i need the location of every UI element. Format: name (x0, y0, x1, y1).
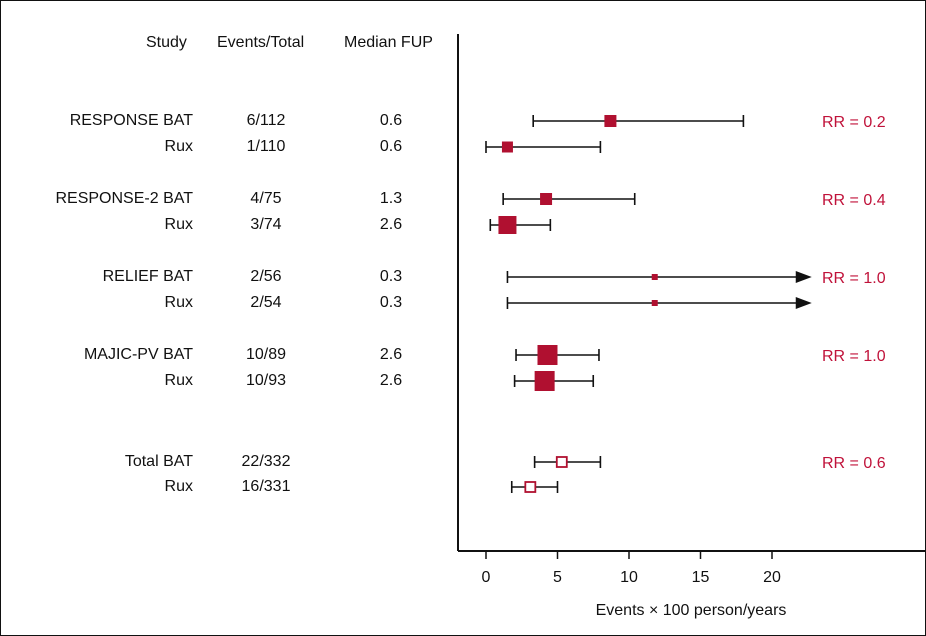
rr-label: RR = 0.4 (822, 192, 886, 209)
forest-row-mark (489, 216, 552, 234)
ci-arrow (795, 297, 812, 309)
row-study: Rux (164, 138, 193, 155)
point-estimate (555, 456, 568, 468)
x-axis-label: Events × 100 person/years (596, 602, 787, 619)
row-study: Rux (164, 478, 193, 495)
row-events: 3/74 (250, 216, 282, 233)
row-study: Rux (164, 372, 193, 389)
rr-label: RR = 1.0 (822, 270, 886, 287)
row-events: 10/89 (245, 346, 287, 363)
row-events: 2/54 (250, 294, 282, 311)
x-tick-label: 10 (620, 569, 638, 586)
row-study: RELIEF BAT (102, 268, 193, 285)
point-estimate (498, 216, 517, 234)
point-estimate (604, 115, 617, 127)
row-events: 22/332 (241, 453, 291, 470)
row-fup: 0.3 (379, 268, 403, 285)
forest-row-mark (485, 141, 602, 153)
x-ticks: 0 5 10 15 20 (482, 551, 781, 586)
x-tick-label: 5 (553, 569, 562, 586)
forest-row-mark: RR = 1.0 (506, 270, 886, 287)
row-fup: 1.3 (379, 190, 403, 207)
forest-row-mark: RR = 0.6 (533, 455, 886, 472)
row-events: 16/331 (241, 478, 291, 495)
header-events: Events/Total (217, 34, 305, 51)
row-fup: 0.6 (379, 112, 403, 129)
ci-arrow (795, 271, 812, 283)
row-fup: 2.6 (379, 216, 403, 233)
forest-row-mark (510, 481, 559, 493)
header-study: Study (146, 34, 187, 51)
row-study: RESPONSE BAT (69, 112, 193, 129)
forest-row-mark: RR = 1.0 (515, 345, 886, 365)
point-estimate (537, 345, 558, 365)
row-study: Total BAT (124, 453, 193, 470)
row-study: Rux (164, 216, 193, 233)
forest-marks: RR = 0.2 RR = 0.4 RR = 1.0 RR = 1.0 RR = 0.6 (485, 114, 886, 493)
forest-row-mark (513, 371, 595, 391)
row-events: 4/75 (250, 190, 282, 207)
rr-label: RR = 0.6 (822, 455, 886, 472)
forest-row-mark: RR = 0.4 (502, 192, 886, 209)
row-fup: 0.3 (379, 294, 403, 311)
point-estimate (540, 193, 553, 205)
forest-row-mark (506, 297, 812, 309)
row-study: MAJIC-PV BAT (83, 346, 193, 363)
row-events: 1/110 (246, 138, 286, 155)
x-tick-label: 0 (482, 569, 491, 586)
row-events: 2/56 (250, 268, 282, 285)
x-tick-label: 20 (763, 569, 781, 586)
point-estimate (501, 141, 513, 153)
forest-row-mark: RR = 0.2 (532, 114, 886, 131)
point-estimate (524, 481, 537, 493)
point-estimate (534, 371, 555, 391)
row-study: RESPONSE-2 BAT (55, 190, 193, 207)
row-fup: 2.6 (379, 372, 403, 389)
row-fup: 2.6 (379, 346, 403, 363)
x-tick-label: 15 (692, 569, 710, 586)
row-fup: 0.6 (379, 138, 403, 155)
rr-label: RR = 1.0 (822, 348, 886, 365)
point-estimate (651, 300, 658, 306)
row-events: 6/112 (246, 112, 286, 129)
row-study: Rux (164, 294, 193, 311)
header-fup: Median FUP (344, 34, 433, 51)
point-estimate (651, 274, 658, 280)
rr-label: RR = 0.2 (822, 114, 886, 131)
row-events: 10/93 (245, 372, 287, 389)
